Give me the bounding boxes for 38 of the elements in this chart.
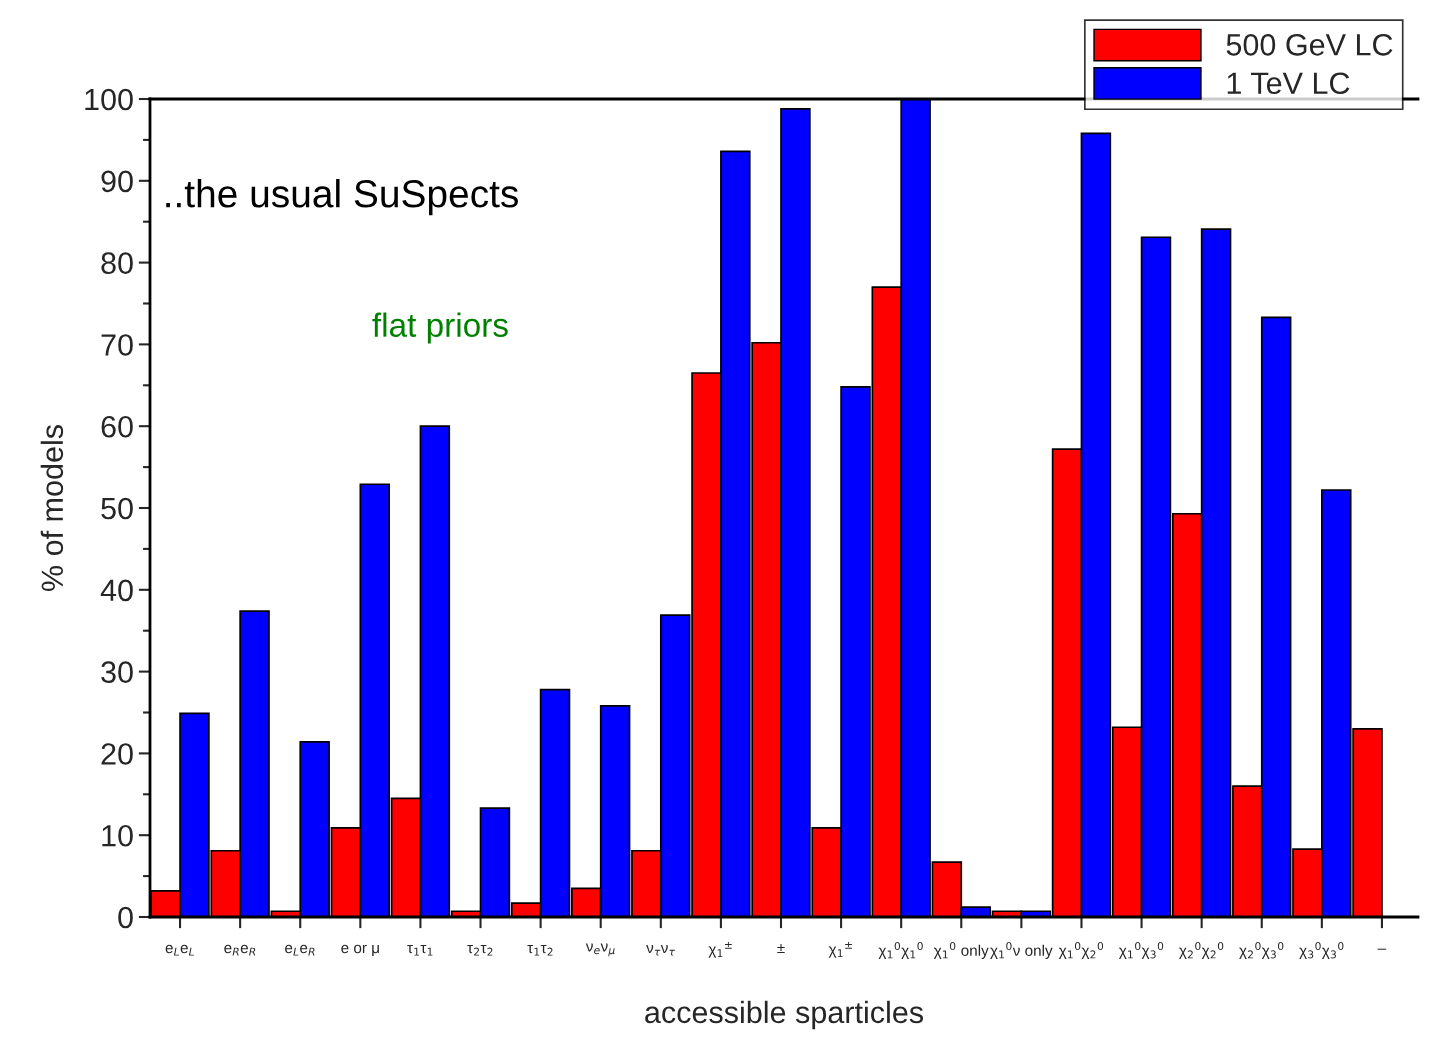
x-tick-label: χ$_{1}$$^{0}$χ$_{2}$$^{0}$ — [1058, 942, 1104, 959]
x-axis-title: accessible sparticles — [645, 1000, 924, 1030]
y-tick-label: 0 — [118, 906, 133, 929]
y-tick-label: 80 — [101, 252, 133, 274]
y-tick-label: 70 — [101, 334, 133, 356]
x-tick-label: χ$_{1}$$^{0}$χ$_{3}$$^{0}$ — [1118, 942, 1164, 959]
x-tick-label: e$_{L}$e$_{R}$ — [285, 944, 315, 956]
x-tick-label: χ$_{1}$$^{0}$χ$_{1}$$^{0}$ — [878, 942, 923, 959]
x-tick-label: χ$_{1}$$^{0}$ only — [933, 942, 989, 959]
x-tick-label: e$_{L}$e$_{L}$ — [165, 944, 194, 956]
y-tick-label: 30 — [101, 661, 133, 683]
x-tick-label: ν$_{τ}$ν$_{τ}$ — [646, 944, 676, 956]
y-tick-label: 20 — [101, 743, 133, 765]
y-tick-label: 40 — [100, 579, 133, 602]
x-tick-label: e$_{R}$e$_{R}$ — [224, 944, 256, 956]
x-tick-label: ± — [777, 943, 785, 954]
y-tick-label: 50 — [101, 497, 133, 520]
annotation: flat priors — [372, 312, 508, 344]
x-tick-label: χ$_{1}$$^{±}$ — [828, 942, 852, 958]
y-tick-label: 10 — [102, 824, 133, 847]
x-tick-label: χ$_{2}$$^{0}$χ$_{2}$$^{0}$ — [1179, 942, 1224, 959]
x-tick-label: τ$_{1}$τ$_{2}$ — [527, 944, 553, 956]
x-tick-label: χ$_{1}$$^{±}$ — [708, 942, 732, 958]
y-axis-title: % of models — [40, 425, 64, 591]
x-tick-label: τ$_{2}$τ$_{2}$ — [467, 944, 493, 956]
y-tick-label: 100 — [85, 88, 133, 111]
legend-label: 500 GeV LC — [1226, 34, 1393, 56]
legend-label: 1 TeV LC — [1227, 72, 1350, 95]
x-tick-label: – — [1377, 948, 1387, 950]
x-tick-label: χ$_{3}$$^{0}$χ$_{3}$$^{0}$ — [1299, 942, 1344, 959]
x-tick-label: χ$_{1}$$^{0}$ν only — [990, 942, 1053, 959]
y-tick-label: 60 — [101, 415, 133, 438]
x-tick-label: ν$_{e}$ν$_{μ}$ — [585, 943, 615, 957]
x-tick-label: e or μ — [341, 944, 379, 956]
x-tick-label: τ$_{1}$τ$_{1}$ — [407, 944, 433, 956]
y-tick-label: 90 — [101, 170, 133, 193]
x-tick-label: χ$_{2}$$^{0}$χ$_{3}$$^{0}$ — [1239, 942, 1284, 959]
annotation: ..the usual SuSpects — [166, 179, 518, 216]
